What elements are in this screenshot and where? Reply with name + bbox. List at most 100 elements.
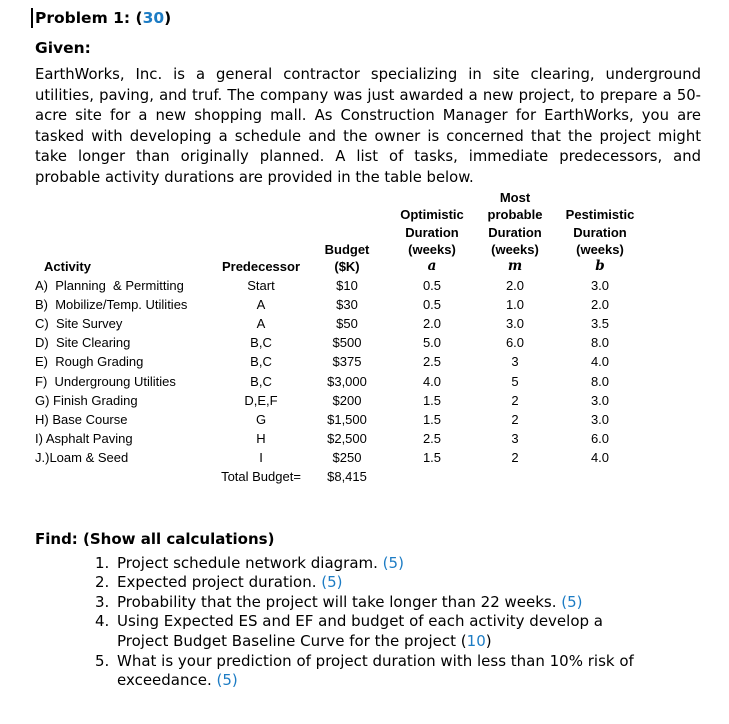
table-row: E) Rough Grading B,C $375 2.5 3 4.0 <box>35 352 703 371</box>
pessimistic-cell: 2.0 <box>590 296 610 312</box>
activity-cell: A) Planning & Permitting <box>35 277 184 293</box>
item-text: Expected project duration. <box>117 573 322 592</box>
table-header-row: Activity Predecessor Budget ($K) Optimis… <box>35 189 703 276</box>
budget-cell: $200 <box>332 392 362 408</box>
most-probable-cell: 2.0 <box>505 277 525 293</box>
most-probable-cell: 1.0 <box>505 296 525 312</box>
activity-cell: I) Asphalt Paving <box>35 431 133 447</box>
budget-cell: $375 <box>332 354 362 370</box>
document-content: Problem 1: (30) Given: EarthWorks, Inc. … <box>31 8 703 691</box>
problem-title-text: Problem 1: ( <box>35 9 143 27</box>
pessimistic-cell: 8.0 <box>590 373 610 389</box>
symbol-m: m <box>507 258 523 275</box>
most-probable-cell: 2 <box>511 450 519 466</box>
table-row: H) Base Course G $1,500 1.5 2 3.0 <box>35 410 703 429</box>
total-budget-value: $8,415 <box>327 469 367 485</box>
pessimistic-cell: 3.0 <box>590 392 610 408</box>
pessimistic-cell: 6.0 <box>590 431 610 447</box>
problem-description: EarthWorks, Inc. is a general contractor… <box>35 66 701 186</box>
activity-cell: D) Site Clearing <box>35 335 131 351</box>
activity-cell: E) Rough Grading <box>35 354 144 370</box>
pessimistic-cell: 8.0 <box>590 335 610 351</box>
points-value: (5) <box>321 573 343 592</box>
find-heading: Find: (Show all calculations) <box>35 529 275 548</box>
budget-cell: $250 <box>332 450 362 466</box>
problem-points: 30 <box>142 9 165 27</box>
table-row: I) Asphalt Paving H $2,500 2.5 3 6.0 <box>35 429 703 448</box>
predecessor-cell: B,C <box>250 354 272 370</box>
most-probable-cell: 2 <box>511 392 519 408</box>
most-probable-cell: 5 <box>511 373 519 389</box>
activity-cell: G) Finish Grading <box>35 392 138 408</box>
points-value: 10 <box>466 632 486 650</box>
find-item: 5. What is your prediction of project dur… <box>35 652 703 672</box>
most-probable-cell: 3.0 <box>505 315 525 331</box>
most-probable-cell: 6.0 <box>505 335 525 351</box>
item-text: Project schedule network diagram. <box>117 553 383 572</box>
predecessor-cell: Start <box>247 277 275 293</box>
most-probable-cell: 3 <box>511 354 519 370</box>
item-text: Project Budget Baseline Curve for the pr… <box>117 632 467 650</box>
predecessor-cell: I <box>259 450 263 466</box>
item-number: 4. <box>95 612 110 631</box>
total-budget-label: Total Budget= <box>221 469 301 485</box>
item-text: Using Expected ES and EF and budget of e… <box>117 612 603 631</box>
activity-cell: H) Base Course <box>35 411 128 427</box>
activity-cell: J.)Loam & Seed <box>35 450 129 466</box>
find-item: 2. Expected project duration. (5) <box>35 573 703 593</box>
pessimistic-cell: 3.0 <box>590 277 610 293</box>
find-list: 1. Project schedule network diagram. (5) … <box>35 554 703 691</box>
col-header-activity: Activity <box>44 259 91 275</box>
budget-cell: $30 <box>336 296 358 312</box>
optimistic-cell: 2.0 <box>422 315 442 331</box>
optimistic-cell: 4.0 <box>422 373 442 389</box>
table-row: C) Site Survey A $50 2.0 3.0 3.5 <box>35 314 703 333</box>
col-header-pessimistic: Pestimistic Duration (weeks) b <box>565 207 635 275</box>
optimistic-cell: 1.5 <box>422 411 442 427</box>
item-number: 2. <box>95 573 110 592</box>
item-number: 3. <box>95 592 110 611</box>
find-item-continuation: exceedance. (5) <box>35 671 703 691</box>
col-header-optimistic: Optimistic Duration (weeks) a <box>400 207 464 275</box>
text-cursor <box>31 8 33 28</box>
points-value: (5) <box>382 553 404 572</box>
item-text: Probability that the project will take l… <box>117 592 562 611</box>
optimistic-cell: 2.5 <box>422 431 442 447</box>
col-header-most-probable: Most probable Duration (weeks) m <box>487 190 543 275</box>
table-row: D) Site Clearing B,C $500 5.0 6.0 8.0 <box>35 333 703 352</box>
item-text: exceedance. <box>117 671 217 690</box>
pessimistic-cell: 3.0 <box>590 411 610 427</box>
symbol-a: a <box>427 258 437 275</box>
optimistic-cell: 5.0 <box>422 335 442 351</box>
budget-cell: $50 <box>336 315 358 331</box>
table-total-row: Total Budget= $8,415 <box>35 467 703 486</box>
predecessor-cell: G <box>255 411 267 427</box>
problem-title-close: ) <box>164 9 172 27</box>
symbol-b: b <box>595 258 605 275</box>
predecessor-cell: H <box>256 431 266 447</box>
predecessor-cell: A <box>256 296 266 312</box>
activity-cell: C) Site Survey <box>35 315 123 331</box>
optimistic-cell: 2.5 <box>422 354 442 370</box>
most-probable-cell: 3 <box>511 431 519 447</box>
table-row: A) Planning & Permitting Start $10 0.5 2… <box>35 276 703 295</box>
most-probable-cell: 2 <box>511 411 519 427</box>
predecessor-cell: D,E,F <box>244 392 278 408</box>
table-row: B) Mobilize/Temp. Utilities A $30 0.5 1.… <box>35 295 703 314</box>
activity-cell: F) Undergroung Utilities <box>35 373 176 389</box>
budget-cell: $3,000 <box>327 373 367 389</box>
optimistic-cell: 1.5 <box>422 450 442 466</box>
item-number: 5. <box>95 651 110 670</box>
points-value: (5) <box>561 592 583 611</box>
col-header-predecessor: Predecessor <box>221 259 301 275</box>
table-row: F) Undergroung Utilities B,C $3,000 4.0 … <box>35 372 703 391</box>
points-value: (5) <box>216 671 238 690</box>
col-header-budget: Budget ($K) <box>324 241 370 275</box>
table-row: J.)Loam & Seed I $250 1.5 2 4.0 <box>35 448 703 467</box>
pessimistic-cell: 3.5 <box>590 315 610 331</box>
optimistic-cell: 0.5 <box>422 277 442 293</box>
item-number: 1. <box>95 553 110 572</box>
activity-cell: B) Mobilize/Temp. Utilities <box>35 296 188 312</box>
item-text: What is your prediction of project durat… <box>117 651 634 670</box>
